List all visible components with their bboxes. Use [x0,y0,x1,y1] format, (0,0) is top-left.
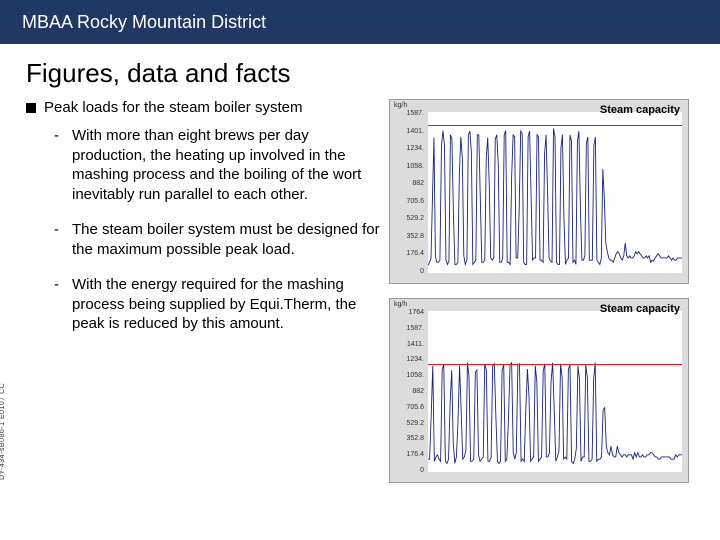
chart-y-unit: kg/h [394,102,407,109]
header-bar: MBAA Rocky Mountain District [0,0,720,44]
slide-root: MBAA Rocky Mountain District Figures, da… [0,0,720,540]
chart-y-labels: 1587.1401.1234.1058.882705.6529.2352.817… [390,110,426,275]
slide-reference-label: DY-434-sB086-1 E0107 CC [0,383,6,480]
content-area: Peak loads for the steam boiler system -… [0,99,720,497]
sub-bullet: - With the energy required for the mashi… [54,275,381,334]
dash-icon: - [54,275,72,334]
chart-1: Steam capacity kg/h 1587.1401.1234.1058.… [389,99,689,284]
page-title: Figures, data and facts [0,44,720,99]
left-column: Peak loads for the steam boiler system -… [26,99,381,497]
sub-bullet-text: With the energy required for the mashing… [72,275,381,334]
chart-y-labels: 17641587.1411.1234.1058.882705.6529.2352… [390,309,426,474]
sub-bullet-list: - With more than eight brews per day pro… [26,126,381,334]
main-bullet: Peak loads for the steam boiler system [26,99,381,116]
chart-title: Steam capacity [600,303,680,315]
header-title: MBAA Rocky Mountain District [22,12,266,33]
dash-icon: - [54,220,72,259]
right-column: Steam capacity kg/h 1587.1401.1234.1058.… [389,99,699,497]
chart-threshold-line [428,125,682,126]
square-bullet-icon [26,103,36,113]
main-bullet-text: Peak loads for the steam boiler system [44,99,302,116]
dash-icon: - [54,126,72,204]
sub-bullet: - The steam boiler system must be design… [54,220,381,259]
chart-y-unit: kg/h [394,301,407,308]
chart-line-svg [428,112,682,273]
chart-line-svg [428,311,682,472]
chart-threshold-line [428,364,682,365]
sub-bullet-text: With more than eight brews per day produ… [72,126,381,204]
chart-plot-area [428,112,682,273]
sub-bullet-text: The steam boiler system must be designed… [72,220,381,259]
chart-title: Steam capacity [600,104,680,116]
chart-plot-area [428,311,682,472]
chart-2: Steam capacity kg/h 17641587.1411.1234.1… [389,298,689,483]
sub-bullet: - With more than eight brews per day pro… [54,126,381,204]
